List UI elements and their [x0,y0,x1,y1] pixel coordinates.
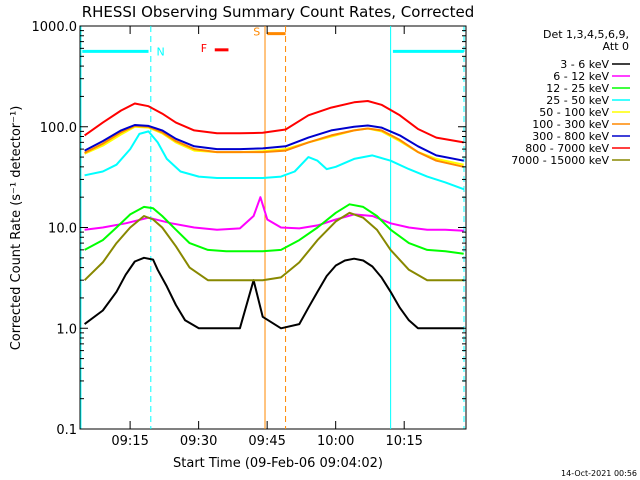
timestamp: 14-Oct-2021 00:56 [561,469,637,478]
legend-label: 100 - 300 keV [532,118,609,131]
flare-label: F [201,42,207,55]
legend-label: 300 - 800 keV [532,130,609,143]
series-group [83,100,465,330]
legend-header-line-1: Det 1,3,4,5,6,9, [543,28,629,41]
legend-label: 800 - 7000 keV [525,142,609,155]
y-axis: 1000.0 100.0 10.0 1.0 0.1 [32,20,466,438]
y-tick-label: 0.1 [56,423,77,438]
y-axis-label: Corrected Count Rate (s⁻¹ detector⁻¹) [9,106,24,351]
x-tick-label: 09:45 [248,434,285,449]
series-line-2 [84,203,464,255]
saa-label: S [253,26,260,39]
series-line-7 [84,100,464,144]
y-tick-label: 1.0 [56,322,77,337]
chart-title: RHESSI Observing Summary Count Rates, Co… [82,3,475,21]
x-tick-label: 10:00 [317,434,354,449]
legend-label: 25 - 50 keV [546,94,609,107]
series-line-6 [84,124,464,162]
x-tick-label: 10:15 [385,434,422,449]
x-axis-label: Start Time (09-Feb-06 09:04:02) [173,456,383,471]
x-tick-label: 09:15 [111,434,148,449]
legend-label: 7000 - 15000 keV [511,154,609,167]
series-line-3 [84,130,465,191]
y-tick-label: 100.0 [40,121,77,136]
series-line-8 [83,211,464,282]
series-line-0 [84,256,464,330]
x-axis: 09:15 09:30 09:45 10:00 10:15 [111,26,423,449]
legend-header-line-2: Att 0 [603,40,629,53]
legend-label: 12 - 25 keV [546,82,609,95]
y-tick-label: 1000.0 [32,20,78,35]
x-tick-label: 09:30 [180,434,217,449]
legend-label: 50 - 100 keV [539,106,609,119]
legend-label: 3 - 6 keV [560,58,609,71]
night-label: N [157,45,165,58]
series-line-1 [84,196,464,232]
legend-label: 6 - 12 keV [553,70,609,83]
y-tick-label: 10.0 [48,222,77,237]
